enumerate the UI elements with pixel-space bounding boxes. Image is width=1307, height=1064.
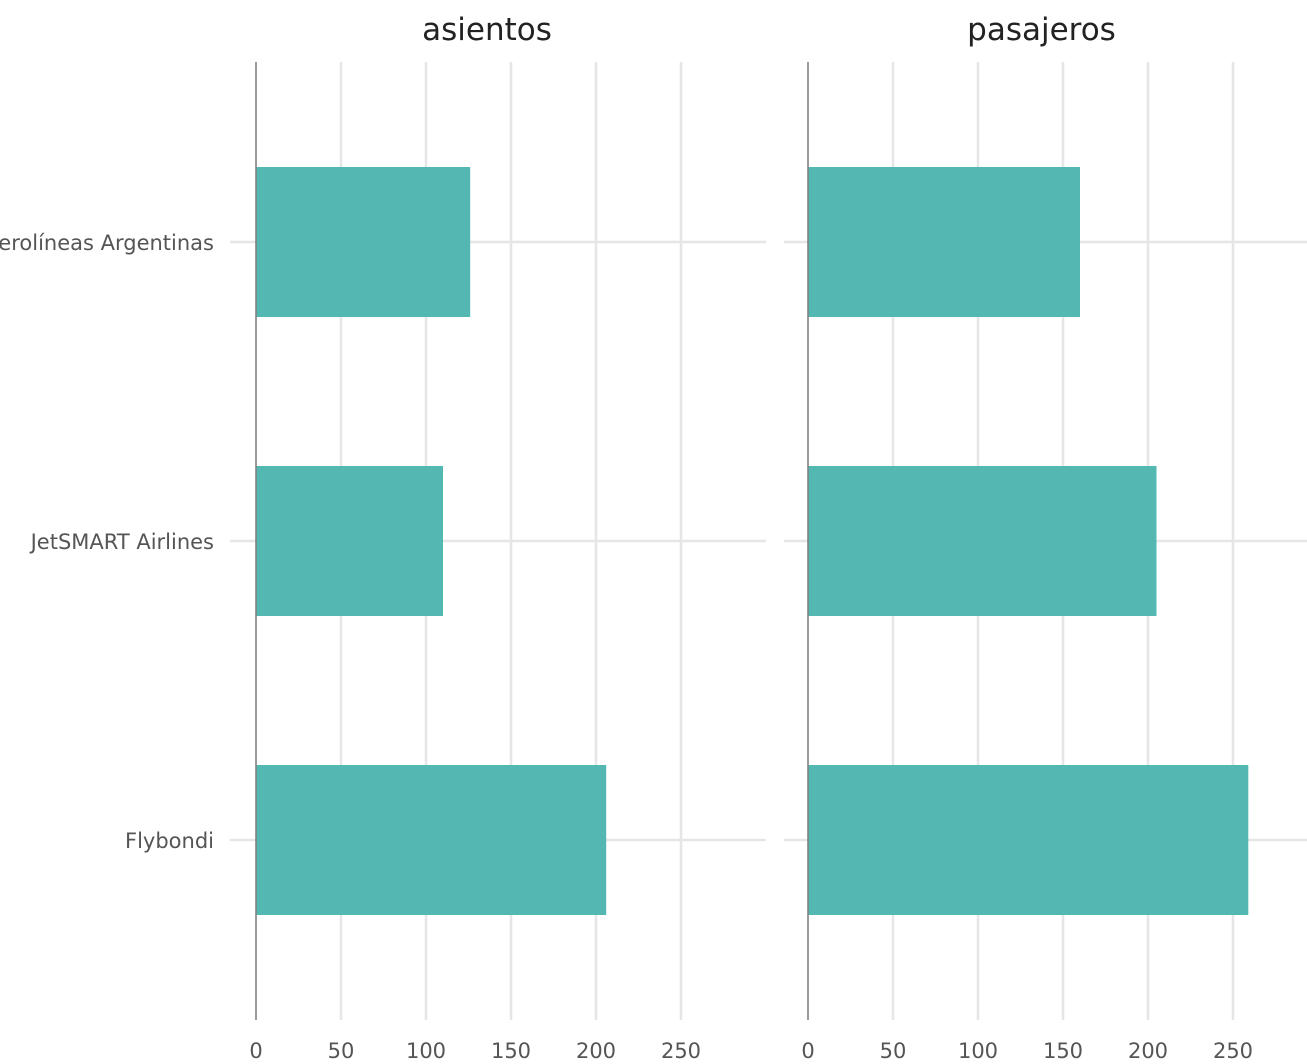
bar-jetsmart-airlines (256, 466, 443, 616)
x-tick-label: 0 (801, 1039, 814, 1063)
x-tick-label: 150 (1043, 1039, 1083, 1063)
panel-asientos: 0 50 100 150 200 250 asientos (230, 12, 766, 1063)
category-label: JetSMART Airlines (29, 530, 214, 554)
category-label: Flybondi (125, 829, 214, 853)
x-tick-label: 250 (1213, 1039, 1253, 1063)
x-tick-label: 100 (406, 1039, 446, 1063)
x-tick-label: 50 (328, 1039, 355, 1063)
x-tick-label: 200 (1128, 1039, 1168, 1063)
x-tick-label: 0 (249, 1039, 262, 1063)
bar-flybondi (256, 765, 607, 915)
bar-aerol-neas-argentinas (808, 167, 1080, 317)
panel-title: pasajeros (967, 12, 1116, 48)
category-label: Aerolíneas Argentinas (0, 231, 214, 255)
panel-pasajeros: 0 50 100 150 200 250 pasajeros (784, 12, 1307, 1063)
x-tick-label: 50 (880, 1039, 907, 1063)
panel-title: asientos (422, 12, 552, 48)
bar-flybondi (808, 765, 1249, 915)
x-tick-label: 250 (661, 1039, 701, 1063)
x-tick-label: 200 (576, 1039, 616, 1063)
bar-jetsmart-airlines (808, 466, 1157, 616)
bar-aerol-neas-argentinas (256, 167, 471, 317)
x-tick-label: 100 (958, 1039, 998, 1063)
x-tick-label: 150 (491, 1039, 531, 1063)
